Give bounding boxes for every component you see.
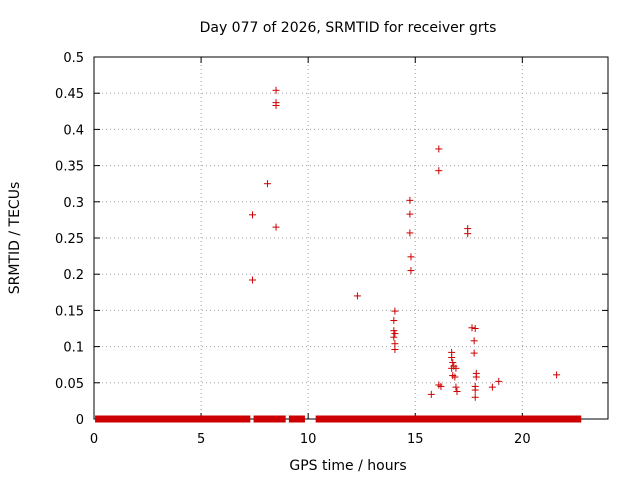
data-point (471, 325, 479, 332)
data-point (406, 196, 414, 204)
y-tick-label: 0.35 (55, 160, 84, 175)
tick-labels: 0 0.05 0.1 0.15 0.2 0.25 0.3 0.35 0.4 0.45 0.5 0 5 10… (55, 51, 531, 447)
y-tick-label: 0.15 (55, 304, 84, 319)
y-axis-label: SRMTID / TECUs (7, 182, 23, 295)
data-point (272, 223, 280, 231)
data-point (391, 345, 399, 353)
data-point (437, 382, 445, 390)
x-tick-label: 15 (407, 432, 424, 447)
data-point (427, 390, 435, 398)
data-point (407, 267, 415, 275)
data-point (435, 167, 443, 175)
data-point (471, 393, 479, 401)
data-point (353, 292, 361, 300)
x-axis-label: GPS time / hours (289, 458, 406, 474)
y-tick-label: 0.2 (63, 268, 84, 283)
data-point (451, 373, 459, 381)
data-point (452, 364, 460, 372)
data-points (95, 86, 582, 423)
x-tick-label: 0 (90, 432, 98, 447)
data-point (553, 371, 561, 379)
chart-title: Day 077 of 2026, SRMTID for receiver grt… (200, 20, 497, 36)
data-point (471, 386, 479, 394)
data-point (470, 337, 478, 345)
data-point (472, 373, 480, 381)
data-point (263, 180, 271, 188)
data-point (495, 377, 503, 385)
y-tick-label: 0.1 (63, 341, 84, 356)
data-point (470, 349, 478, 357)
data-point (391, 307, 399, 315)
data-point (248, 211, 256, 219)
data-point (488, 383, 496, 391)
data-point (390, 333, 398, 341)
data-point (406, 210, 414, 218)
y-tick-label: 0.5 (63, 51, 84, 66)
data-point (272, 102, 280, 110)
x-tick-label: 10 (300, 432, 317, 447)
data-point (435, 145, 443, 153)
y-tick-label: 0.05 (55, 377, 84, 392)
y-tick-label: 0 (76, 413, 84, 428)
data-point (406, 229, 414, 237)
data-point (468, 324, 476, 332)
data-point (248, 276, 256, 284)
y-tick-label: 0.3 (63, 196, 84, 211)
data-point (390, 327, 398, 335)
y-tick-label: 0.25 (55, 232, 84, 247)
y-tick-label: 0.4 (63, 123, 84, 138)
data-point (449, 359, 457, 367)
data-point (448, 353, 456, 361)
y-tick-label: 0.45 (55, 87, 84, 102)
x-tick-label: 20 (514, 432, 531, 447)
data-point (391, 330, 399, 338)
x-tick-label: 5 (197, 432, 205, 447)
data-point (452, 383, 460, 391)
data-point (453, 387, 461, 395)
data-point (390, 317, 398, 325)
data-point (464, 230, 472, 238)
data-point (407, 253, 415, 261)
grid-lines (94, 57, 608, 419)
data-point (272, 86, 280, 94)
